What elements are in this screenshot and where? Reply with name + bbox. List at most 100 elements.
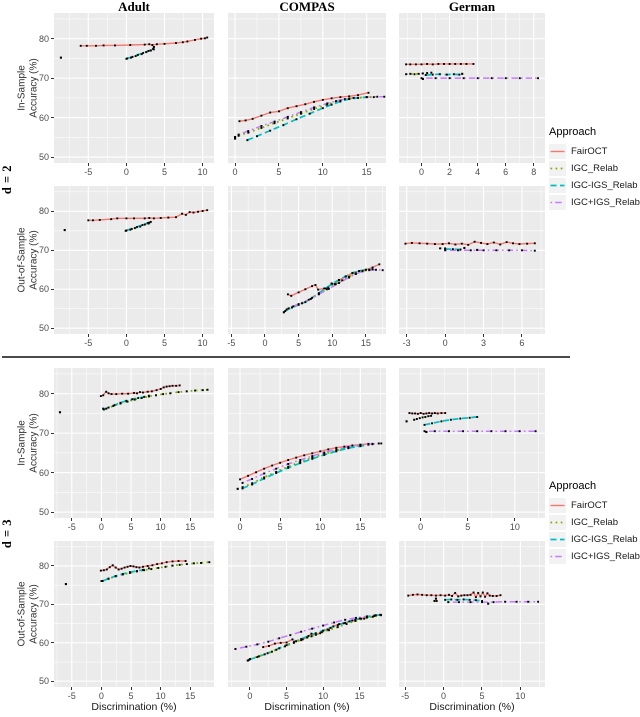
legend-entry-igc-igs-relab: IGC-IGS_Relab	[549, 177, 639, 194]
x-tick-label: -5	[227, 338, 236, 348]
y-tick-label: 80	[38, 560, 49, 571]
y-tick-label: 50	[38, 507, 49, 518]
x-tick-label: 10	[197, 167, 208, 177]
y-tick-mark	[51, 511, 54, 513]
y-tick-mark	[51, 210, 54, 212]
panel-d3-in-sample-adult-canvas	[54, 368, 214, 518]
legend-label-igc-igs-relab: IGC+IGS_Relab	[571, 197, 640, 208]
panel-d2-in-sample-adult-canvas	[54, 13, 214, 163]
x-tick-mark	[365, 334, 367, 337]
x-tick-label: -5	[84, 167, 93, 177]
legend-entry-igc-igs-relab: IGC+IGS_Relab	[549, 548, 640, 565]
legend-title: Approach	[549, 480, 597, 492]
legend-key-igc-igs-relab-line-icon	[549, 532, 566, 547]
x-tick-label: 0	[123, 167, 129, 177]
x-tick-mark	[449, 163, 451, 166]
y-tick-mark	[51, 77, 54, 79]
panel-d2-out-of-sample-compas-canvas	[228, 186, 386, 334]
legend-key-igc-relab-line-icon	[549, 515, 566, 530]
panel-d2-in-sample-german-canvas	[399, 13, 545, 163]
x-tick-label: 0	[418, 167, 424, 177]
legend-d2: Approach FairOCT IGC_Relab IGC-IGS_Relab IG…	[549, 126, 640, 211]
panel-d3-out-of-sample-compas	[228, 541, 386, 687]
x-tick-mark	[519, 687, 521, 690]
x-tick-mark	[189, 518, 191, 521]
legend-key-fairoct-line-icon	[549, 498, 566, 513]
legend-key-igc-igs-relab-line-icon	[549, 178, 566, 193]
x-tick-label: 10	[317, 167, 328, 177]
x-tick-mark	[319, 518, 321, 521]
y-tick-mark	[51, 432, 54, 434]
x-tick-label: 0	[232, 167, 238, 177]
x-tick-mark	[87, 163, 89, 166]
column-title-compas: COMPAS	[279, 0, 335, 14]
x-tick-mark	[100, 518, 102, 521]
x-tick-mark	[279, 518, 281, 521]
x-tick-mark	[130, 518, 132, 521]
x-tick-mark	[189, 687, 191, 690]
x-tick-mark	[202, 163, 204, 166]
x-tick-label: 10	[155, 522, 166, 532]
x-tick-label: 6	[503, 167, 509, 177]
y-axis-label-outsample-d3-text: Out-of-Sample Accuracy (%)	[16, 581, 40, 647]
x-tick-label: -5	[67, 691, 76, 701]
x-tick-mark	[404, 687, 406, 690]
y-tick-mark	[51, 565, 54, 567]
y-tick-label: 70	[38, 428, 49, 439]
x-tick-mark	[359, 518, 361, 521]
x-tick-mark	[264, 334, 266, 337]
legend-label-igc-relab: IGC_Relab	[571, 163, 618, 174]
panel-d3-in-sample-german	[399, 368, 545, 518]
panel-d2-out-of-sample-german	[399, 186, 545, 334]
x-tick-label: 15	[360, 338, 371, 348]
x-tick-label: 4	[475, 167, 481, 177]
x-tick-mark	[521, 334, 523, 337]
legend-entry-fairoct: FairOCT	[549, 143, 639, 160]
y-tick-mark	[51, 472, 54, 474]
panel-d3-in-sample-compas	[228, 368, 386, 518]
x-tick-mark	[286, 687, 288, 690]
panel-d3-in-sample-compas-canvas	[228, 368, 386, 518]
x-tick-mark	[467, 518, 469, 521]
legend-key-igc-igs-relab-line-icon	[549, 549, 566, 564]
x-tick-mark	[322, 687, 324, 690]
legend-key-igc-relab-line-icon	[549, 161, 566, 176]
y-tick-label: 80	[38, 388, 49, 399]
x-tick-mark	[234, 163, 236, 166]
panel-d3-out-of-sample-adult-canvas	[54, 541, 214, 687]
x-tick-label: 0	[98, 691, 104, 701]
legend-label-fairoct: FairOCT	[571, 146, 608, 157]
column-title-adult: Adult	[118, 0, 150, 14]
x-tick-label: 0	[123, 338, 129, 348]
x-tick-label: 10	[509, 522, 520, 532]
x-tick-label: 15	[185, 691, 196, 701]
y-tick-mark	[51, 117, 54, 119]
y-tick-label: 70	[38, 73, 49, 84]
legend-d3: Approach FairOCT IGC_Relab IGC-IGS_Relab IG…	[549, 480, 640, 565]
y-tick-mark	[51, 327, 54, 329]
x-tick-mark	[278, 163, 280, 166]
x-tick-mark	[230, 334, 232, 337]
y-tick-label: 80	[38, 206, 49, 217]
x-tick-mark	[163, 334, 165, 337]
y-tick-label: 80	[38, 33, 49, 44]
y-tick-mark	[51, 249, 54, 251]
section-divider	[2, 356, 570, 358]
x-tick-label: 5	[296, 338, 302, 348]
y-tick-label: 60	[38, 637, 49, 648]
x-tick-label: 0	[418, 522, 424, 532]
y-tick-mark	[51, 603, 54, 605]
x-tick-mark	[533, 163, 535, 166]
x-tick-mark	[443, 687, 445, 690]
y-tick-label: 50	[38, 323, 49, 334]
row-section-label-d3-text: d = 3	[0, 519, 14, 549]
y-tick-mark	[51, 393, 54, 395]
x-tick-label: 15	[355, 522, 366, 532]
legend-key-fairoct-line-icon	[549, 144, 566, 159]
x-tick-label: -3	[402, 338, 411, 348]
legend-entry-igc-relab: IGC_Relab	[549, 160, 639, 177]
x-tick-label: 5	[284, 691, 290, 701]
x-tick-mark	[125, 334, 127, 337]
x-tick-label: 0	[237, 522, 243, 532]
